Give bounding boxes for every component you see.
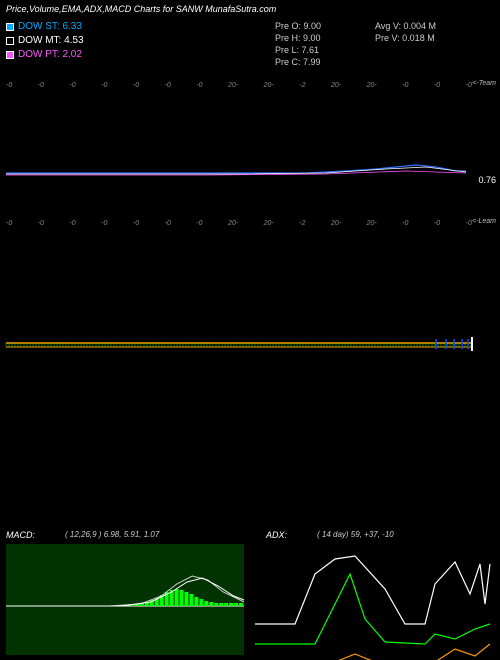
date-tick: -0 bbox=[196, 220, 202, 230]
date-tick: 20- bbox=[367, 220, 377, 230]
date-tick: 20- bbox=[264, 220, 274, 230]
ohlc-row: Avg V: 0.004 M bbox=[375, 20, 436, 32]
ohlc-row: Pre C: 7.99 bbox=[275, 56, 321, 68]
date-tick: 20- bbox=[228, 220, 238, 230]
date-tick: 20- bbox=[264, 82, 274, 92]
date-tick: -0 bbox=[402, 220, 408, 230]
ohlc-row: Pre L: 7.61 bbox=[275, 44, 321, 56]
date-tick: 20- bbox=[367, 82, 377, 92]
legend-item: DOW MT: 4.53 bbox=[6, 34, 84, 48]
page-title: Price,Volume,EMA,ADX,MACD Charts for SAN… bbox=[6, 4, 276, 14]
ohlc-row: Pre O: 9.00 bbox=[275, 20, 321, 32]
adx-label: ADX: bbox=[266, 530, 287, 540]
date-tick: -0 bbox=[402, 82, 408, 92]
date-tick: -0 bbox=[196, 82, 202, 92]
adx-params: ( 14 day) 59, +37, -10 bbox=[317, 530, 394, 540]
date-axis-mid: -0 -0 -0 -0 -0 -0 -0 20- 20- -2 20- 20- -0 -0 -0 bbox=[6, 220, 472, 230]
panel-labels: MACD: ( 12,26,9 ) 6.98, 5.91, 1.07 ADX: … bbox=[6, 530, 486, 540]
date-tick: -0 bbox=[38, 220, 44, 230]
date-tick: -0 bbox=[434, 82, 440, 92]
date-tick: -0 bbox=[69, 82, 75, 92]
price-last-label: 0.76 bbox=[478, 175, 496, 185]
date-axis-top: -0 -0 -0 -0 -0 -0 -0 20- 20- -2 20- 20- -0 -0 -0 bbox=[6, 82, 472, 92]
price-chart bbox=[6, 95, 472, 195]
date-tick: -0 bbox=[133, 82, 139, 92]
date-tick: -0 bbox=[133, 220, 139, 230]
ohlc-row: Pre V: 0.018 M bbox=[375, 32, 436, 44]
date-tick: -0 bbox=[6, 82, 12, 92]
date-tick: -0 bbox=[466, 82, 472, 92]
chart-container: Price,Volume,EMA,ADX,MACD Charts for SAN… bbox=[0, 0, 500, 660]
date-tick: -2 bbox=[299, 82, 305, 92]
date-tick: -0 bbox=[434, 220, 440, 230]
macd-label: MACD: bbox=[6, 530, 35, 540]
empty-region bbox=[6, 360, 494, 525]
date-tick: -0 bbox=[165, 82, 171, 92]
axis-label-mid: <-Leam bbox=[472, 218, 496, 225]
date-tick: -0 bbox=[101, 220, 107, 230]
candle-chart bbox=[6, 335, 472, 355]
macd-panel bbox=[6, 544, 245, 660]
date-tick: -0 bbox=[6, 220, 12, 230]
legend: DOW ST: 6.33DOW MT: 4.53DOW PT: 2.02 bbox=[6, 20, 84, 62]
date-tick: -0 bbox=[165, 220, 171, 230]
ohlc-row: Pre H: 9.00 bbox=[275, 32, 321, 44]
macd-params: ( 12,26,9 ) 6.98, 5.91, 1.07 bbox=[65, 530, 159, 540]
date-tick: -0 bbox=[101, 82, 107, 92]
volume-chart bbox=[6, 235, 472, 315]
date-tick: 20- bbox=[331, 220, 341, 230]
date-tick: -0 bbox=[38, 82, 44, 92]
date-tick: 20- bbox=[228, 82, 238, 92]
adx-panel bbox=[255, 544, 494, 660]
axis-label-top: <-Team bbox=[472, 80, 496, 87]
date-tick: 20- bbox=[331, 82, 341, 92]
ohlc-col1: Pre O: 9.00Pre H: 9.00Pre L: 7.61Pre C: … bbox=[275, 20, 321, 68]
date-tick: -0 bbox=[466, 220, 472, 230]
legend-item: DOW PT: 2.02 bbox=[6, 48, 84, 62]
date-tick: -0 bbox=[69, 220, 75, 230]
legend-item: DOW ST: 6.33 bbox=[6, 20, 84, 34]
date-tick: -2 bbox=[299, 220, 305, 230]
ohlc-col2: Avg V: 0.004 MPre V: 0.018 M bbox=[375, 20, 436, 44]
